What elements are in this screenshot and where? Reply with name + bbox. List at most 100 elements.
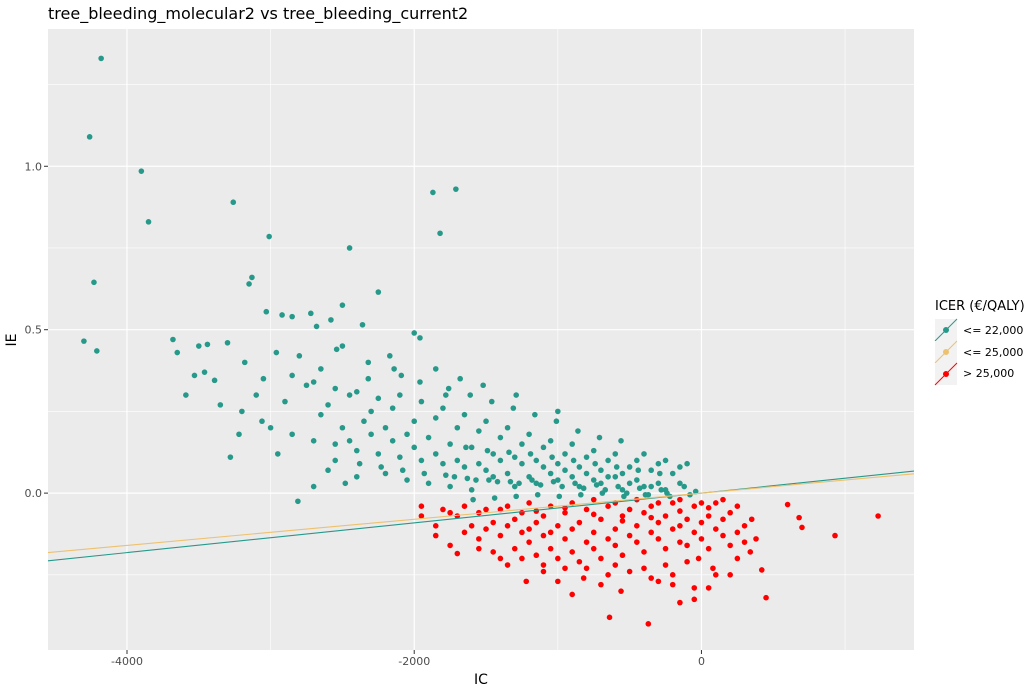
data-point-le22000 <box>621 493 627 500</box>
data-point-gt25000 <box>418 503 425 509</box>
data-point-le22000 <box>470 496 476 503</box>
data-point-le22000 <box>310 438 317 444</box>
data-point-le22000 <box>453 186 459 192</box>
legend-key-point <box>943 327 949 333</box>
data-point-le22000 <box>483 467 489 474</box>
data-point-le22000 <box>260 375 267 382</box>
data-point-le22000 <box>559 483 565 490</box>
data-point-gt25000 <box>590 529 597 536</box>
data-point-gt25000 <box>598 555 604 562</box>
data-point-gt25000 <box>875 513 881 519</box>
data-points <box>81 55 881 627</box>
data-point-le22000 <box>253 392 260 398</box>
data-point-le22000 <box>692 488 699 495</box>
data-point-gt25000 <box>720 496 726 503</box>
data-point-le22000 <box>494 478 501 485</box>
data-point-gt25000 <box>590 511 597 518</box>
data-point-le22000 <box>339 424 346 431</box>
data-point-le22000 <box>303 382 310 389</box>
data-point-le22000 <box>191 372 198 379</box>
legend-label: > 25,000 <box>963 367 1014 380</box>
data-point-gt25000 <box>618 588 624 594</box>
data-point-le22000 <box>605 473 611 480</box>
data-point-gt25000 <box>490 519 497 526</box>
data-point-gt25000 <box>533 552 540 559</box>
data-point-gt25000 <box>555 555 561 562</box>
data-point-gt25000 <box>583 565 590 572</box>
data-point-le22000 <box>658 487 665 493</box>
data-point-le22000 <box>593 482 600 488</box>
data-point-gt25000 <box>705 585 712 591</box>
data-point-gt25000 <box>799 524 805 531</box>
data-point-le22000 <box>486 477 492 483</box>
data-point-gt25000 <box>691 585 698 591</box>
data-point-gt25000 <box>519 509 525 516</box>
y-tick-label: 0.5 <box>25 324 43 337</box>
data-point-le22000 <box>246 281 252 287</box>
data-point-le22000 <box>454 424 461 431</box>
legend-label: <= 25,000 <box>963 346 1023 359</box>
data-point-le22000 <box>504 424 511 431</box>
data-point-le22000 <box>510 405 517 411</box>
data-point-le22000 <box>224 339 231 346</box>
data-point-gt25000 <box>497 532 504 539</box>
data-point-le22000 <box>425 480 432 487</box>
data-point-gt25000 <box>705 505 712 511</box>
data-point-le22000 <box>534 491 541 498</box>
data-point-gt25000 <box>641 509 647 516</box>
data-point-gt25000 <box>526 500 532 506</box>
data-point-le22000 <box>555 460 561 467</box>
data-point-gt25000 <box>461 529 468 536</box>
data-point-gt25000 <box>684 558 690 565</box>
legend-key-point <box>943 371 949 377</box>
data-point-le22000 <box>592 460 598 467</box>
data-point-le22000 <box>236 431 242 438</box>
y-axis: 0.0 0.5 1.0 <box>25 160 48 500</box>
data-point-gt25000 <box>576 558 583 565</box>
data-point-gt25000 <box>540 513 547 519</box>
data-point-le22000 <box>529 477 535 483</box>
data-point-le22000 <box>532 411 538 418</box>
data-point-le22000 <box>289 431 295 438</box>
data-point-gt25000 <box>504 503 511 509</box>
data-point-le22000 <box>526 431 532 438</box>
data-point-le22000 <box>641 483 647 490</box>
data-point-le22000 <box>583 470 590 477</box>
data-point-gt25000 <box>447 542 453 549</box>
data-point-le22000 <box>490 473 497 480</box>
data-point-le22000 <box>375 451 382 457</box>
data-point-gt25000 <box>526 539 532 545</box>
data-point-le22000 <box>387 353 393 359</box>
data-point-le22000 <box>295 498 301 505</box>
data-point-le22000 <box>353 447 360 454</box>
data-point-le22000 <box>636 485 643 492</box>
legend-item-gt25000: > 25,000 <box>934 362 1014 386</box>
data-point-le22000 <box>684 460 690 467</box>
data-point-le22000 <box>241 359 248 366</box>
data-point-gt25000 <box>641 549 647 555</box>
data-point-gt25000 <box>698 519 705 526</box>
data-point-le22000 <box>537 482 544 488</box>
data-point-le22000 <box>382 470 389 477</box>
data-point-gt25000 <box>641 565 647 572</box>
data-point-le22000 <box>464 475 471 482</box>
data-point-le22000 <box>468 487 475 493</box>
data-point-gt25000 <box>580 575 587 581</box>
data-point-gt25000 <box>648 514 654 521</box>
data-point-le22000 <box>664 490 670 496</box>
data-point-le22000 <box>332 385 339 392</box>
data-point-le22000 <box>612 451 619 457</box>
data-point-gt25000 <box>662 562 669 568</box>
data-point-gt25000 <box>677 523 683 529</box>
data-point-le22000 <box>346 245 353 251</box>
data-point-le22000 <box>443 472 449 478</box>
data-point-gt25000 <box>533 519 540 526</box>
data-point-le22000 <box>81 338 87 344</box>
data-point-le22000 <box>468 444 475 451</box>
data-point-le22000 <box>332 457 339 464</box>
data-point-gt25000 <box>705 513 712 519</box>
data-point-le22000 <box>562 467 568 474</box>
data-point-le22000 <box>634 457 640 464</box>
data-point-le22000 <box>483 418 489 425</box>
data-point-gt25000 <box>490 549 497 555</box>
